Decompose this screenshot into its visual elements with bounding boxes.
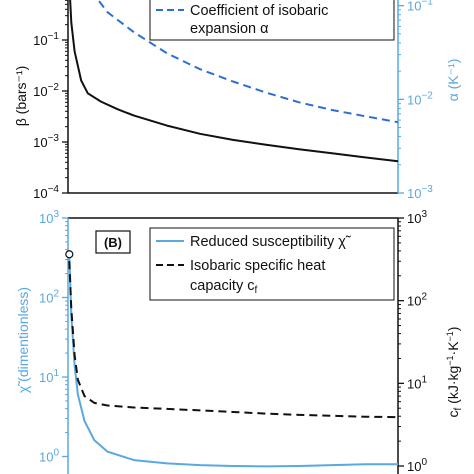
panel-b-right-ylabel: cf (kJ·kg−1·K−1) xyxy=(445,327,464,418)
panel-b-left-tick-label: 101 xyxy=(39,368,59,385)
panel-b: 100 101 102 103 100 101 102 103 χ̃ (dimentionl… xyxy=(15,209,464,474)
panel-a-left-ylabel: β (bars⁻¹) xyxy=(13,66,29,127)
panel-b-right-tick-label: 102 xyxy=(407,292,427,309)
panel-b-legend: Reduced susceptibility χ̃ Isobaric speci… xyxy=(149,227,395,301)
legend-cf-line1: Isobaric specific heat xyxy=(190,258,325,274)
panel-a-right-ylabel: α (K⁻¹) xyxy=(445,59,461,102)
panel-b-left-tick-label: 103 xyxy=(39,209,59,226)
panel-a-right-tick-label: 10−1 xyxy=(407,0,433,14)
panel-a-legend: Coefficient of isobaric expansion α xyxy=(149,0,395,41)
panel-b-right-tick-label: 100 xyxy=(407,457,427,474)
panel-b-legend-box xyxy=(149,227,395,301)
legend-alpha-line1: Coefficient of isobaric xyxy=(190,3,328,19)
panel-b-label-box xyxy=(95,230,131,254)
panel-b-left-tick-label: 102 xyxy=(39,289,59,306)
panel-b-right-tick-label: 103 xyxy=(407,209,427,226)
legend-cf-line2: capacity cf xyxy=(190,278,257,296)
panel-a-left-tick-label: 10−1 xyxy=(33,31,59,48)
panel-a-legend-box xyxy=(149,0,395,41)
panel-b-series-1-line xyxy=(68,261,399,419)
panel-a-left-tick-label: 10−4 xyxy=(33,184,59,201)
panel-a-right-tick-label: 10−2 xyxy=(407,90,433,107)
panel-a-series-0-line xyxy=(69,0,399,163)
legend-chi-label: Reduced susceptibility χ̃ xyxy=(190,234,351,250)
panel-a: 10−410−310−210−1100 10−310−210−1 β (bars… xyxy=(13,0,461,201)
panel-b-critical-point-marker xyxy=(65,250,74,259)
panel-a-right-tick-label: 10−3 xyxy=(407,184,433,201)
panel-b-left-ylabel: χ̃ (dimentionless) xyxy=(15,287,31,393)
panel-b-label: (B) xyxy=(104,235,122,250)
panel-b-left-tick-label: 100 xyxy=(39,448,59,465)
panel-a-left-tick-label: 10−3 xyxy=(33,133,59,150)
panel-b-right-tick-label: 101 xyxy=(407,374,427,391)
panel-a-series-1-line xyxy=(96,0,399,124)
legend-alpha-line2: expansion α xyxy=(190,21,269,37)
panel-b-series-0-line xyxy=(68,254,398,468)
panel-a-left-tick-label: 10−2 xyxy=(33,82,59,99)
